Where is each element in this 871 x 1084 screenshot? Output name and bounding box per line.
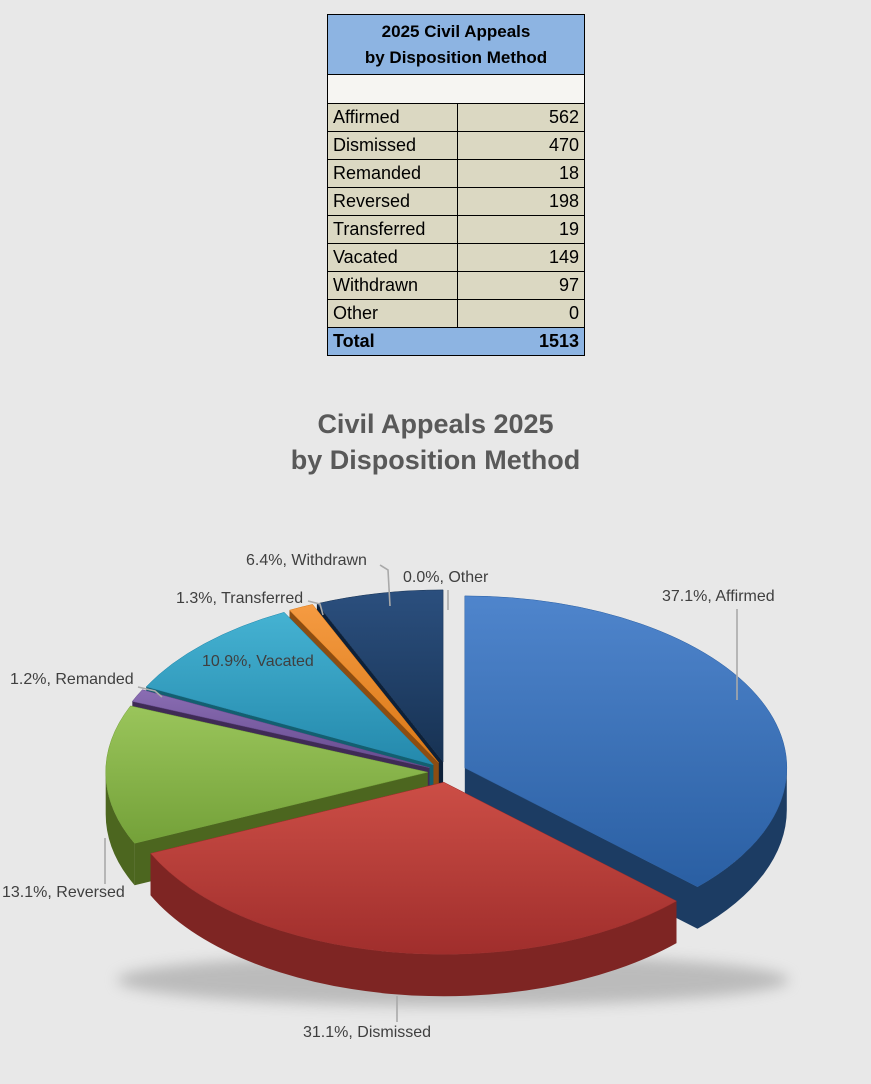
table-total-row: Total 1513 [327,327,585,356]
table-title-line2: by Disposition Method [364,47,548,67]
table-row: Transferred 19 [327,215,585,244]
table-spacer-cell [327,74,585,104]
table-cell-label: Dismissed [327,131,458,160]
pie-label-remanded: 1.2%, Remanded [10,671,134,688]
table-row: Remanded 18 [327,159,585,188]
table-row: Vacated 149 [327,243,585,272]
table-cell-label: Vacated [327,243,458,272]
pie-label-affirmed: 37.1%, Affirmed [662,588,775,605]
table-cell-value: 149 [457,243,585,272]
table-cell-value: 562 [457,103,585,132]
pie-label-dismissed: 31.1%, Dismissed [303,1024,432,1041]
table-cell-label: Remanded [327,159,458,188]
table-row: Withdrawn 97 [327,271,585,300]
total-label: Total [333,331,375,351]
table-cell-label: Transferred [327,215,458,244]
table-spacer-row [327,74,585,104]
table-row: Reversed 198 [327,187,585,216]
table-title: 2025 Civil Appeals by Disposition Method [327,14,585,75]
table-title-line1: 2025 Civil Appeals [381,21,531,41]
pie-label-reversed: 13.1%, Reversed [2,884,125,901]
chart-title-line2: by Disposition Method [290,445,581,475]
table-cell-value: 470 [457,131,585,160]
table-cell-value: 97 [457,271,585,300]
total-value: 1513 [538,331,579,351]
table-cell-label: Reversed [327,187,458,216]
table-row: Dismissed 470 [327,131,585,160]
chart-title: Civil Appeals 2025 by Disposition Method [0,406,871,478]
table-cell-value: 198 [457,187,585,216]
pie-label-vacated: 10.9%, Vacated [202,653,314,670]
table-cell-value: 18 [457,159,585,188]
disposition-table: 2025 Civil Appeals by Disposition Method… [327,14,585,356]
pie-label-withdrawn: 6.4%, Withdrawn [246,552,367,569]
pie-label-transferred: 1.3%, Transferred [176,590,304,607]
table-header-row: 2025 Civil Appeals by Disposition Method [327,14,585,75]
chart-title-line1: Civil Appeals 2025 [317,409,554,439]
table-total-cell: Total 1513 [327,327,585,356]
pie-label-other: 0.0%, Other [403,569,489,586]
table-cell-label: Withdrawn [327,271,458,300]
table-cell-value: 0 [457,299,585,328]
